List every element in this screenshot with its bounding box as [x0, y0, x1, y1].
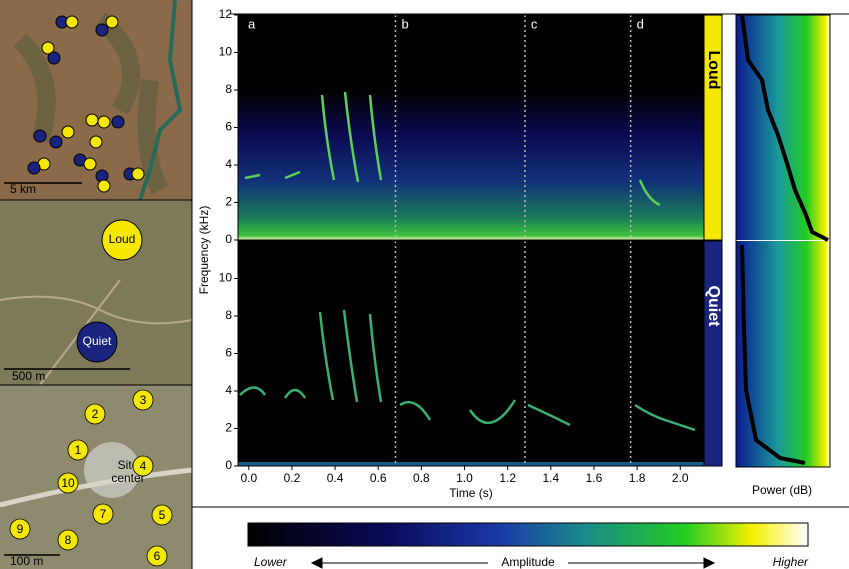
- loud-label: Loud: [109, 232, 136, 246]
- site-center: center: [111, 471, 144, 485]
- x-tick-label: 1.2: [499, 471, 516, 485]
- x-tick-label: 0.0: [240, 471, 257, 485]
- site-marker: [57, 529, 79, 551]
- scale-label: 100 m: [10, 554, 43, 568]
- power-quiet: [736, 241, 830, 467]
- y-tick-label: 10: [219, 45, 233, 59]
- calls-loud: [244, 91, 661, 207]
- side-label: Loud: [705, 50, 722, 89]
- noise: [238, 90, 704, 240]
- y-tick-label: 8: [225, 82, 232, 96]
- y-tick-label: 0: [225, 458, 232, 472]
- y-tick-label: 4: [225, 383, 232, 397]
- spectrogram-quiet: [238, 240, 704, 466]
- calls-quiet: [239, 309, 696, 432]
- site-marker: [84, 403, 106, 425]
- y-tick-label: 2: [225, 195, 232, 209]
- survey-points: [27, 15, 145, 193]
- site-marker: [92, 503, 114, 525]
- terrain: [13, 12, 169, 195]
- site-marker: [67, 439, 89, 461]
- segment-label: c: [531, 16, 538, 31]
- maps: 5 km Loud Quiet 500 m Site center 100 m: [0, 0, 193, 569]
- y-tick-label: 10: [219, 271, 233, 285]
- x-tick-label: 1.6: [586, 471, 603, 485]
- scale-label: 500 m: [12, 369, 45, 383]
- segment-label: a: [248, 16, 256, 31]
- site-number: 6: [154, 549, 161, 563]
- site-marker: [146, 545, 168, 567]
- site-number: 2: [92, 407, 99, 421]
- colorbar-low: Lower: [254, 555, 288, 569]
- site-number: 4: [140, 459, 147, 473]
- site-marker: [57, 472, 79, 494]
- loud-site: [101, 219, 143, 261]
- colorbar-high: Higher: [773, 555, 809, 569]
- quiet-label: Quiet: [83, 334, 112, 348]
- y-tick-label: 8: [225, 308, 232, 322]
- y-tick-label: 6: [225, 346, 232, 360]
- site-number: 8: [65, 533, 72, 547]
- colorbar-label: Amplitude: [501, 555, 555, 569]
- quiet-site: [76, 321, 118, 363]
- site-marker: [151, 504, 173, 526]
- segment-label: b: [401, 16, 408, 31]
- scale-label: 5 km: [10, 182, 36, 196]
- power-curve: [740, 244, 806, 465]
- x-tick-label: 1.0: [456, 471, 473, 485]
- site-marker: [9, 518, 31, 540]
- site-marker: [132, 389, 154, 411]
- x-tick-label: 1.4: [542, 471, 559, 485]
- colorbar: [247, 522, 809, 547]
- x-tick-label: 0.8: [413, 471, 430, 485]
- arrows: [310, 557, 716, 569]
- y-axis-label: Frequency (kHz): [197, 206, 211, 295]
- side-bar: [703, 240, 723, 467]
- site-marker: [132, 455, 154, 477]
- side-bar: [703, 14, 723, 241]
- y-tick-label: 12: [219, 7, 233, 21]
- y-tick-label: 4: [225, 157, 232, 171]
- y-tick-label: 6: [225, 120, 232, 134]
- x-tick-label: 0.6: [370, 471, 387, 485]
- site-number: 1: [75, 443, 82, 457]
- power-curve: [740, 14, 829, 242]
- x-axis-label: Time (s): [449, 486, 493, 500]
- y-tick-label: 0: [225, 232, 232, 246]
- x-tick-label: 2.0: [672, 471, 689, 485]
- x-tick-label: 1.8: [629, 471, 646, 485]
- river: [138, 0, 183, 201]
- y-tick-label: 2: [225, 421, 232, 435]
- road: [0, 467, 193, 508]
- power-label: Power (dB): [752, 483, 812, 497]
- segment-label: d: [637, 16, 644, 31]
- noise: [238, 462, 704, 466]
- x-tick-label: 0.4: [327, 471, 344, 485]
- site-number: 3: [140, 393, 147, 407]
- x-tick-label: 0.2: [284, 471, 301, 485]
- power-frame: [735, 14, 831, 468]
- side-label: Quiet: [705, 286, 722, 328]
- site-number: 5: [159, 508, 166, 522]
- site-number: 7: [100, 507, 107, 521]
- power-loud: [736, 15, 830, 240]
- site-number: 10: [61, 476, 75, 490]
- site-number: 9: [17, 522, 24, 536]
